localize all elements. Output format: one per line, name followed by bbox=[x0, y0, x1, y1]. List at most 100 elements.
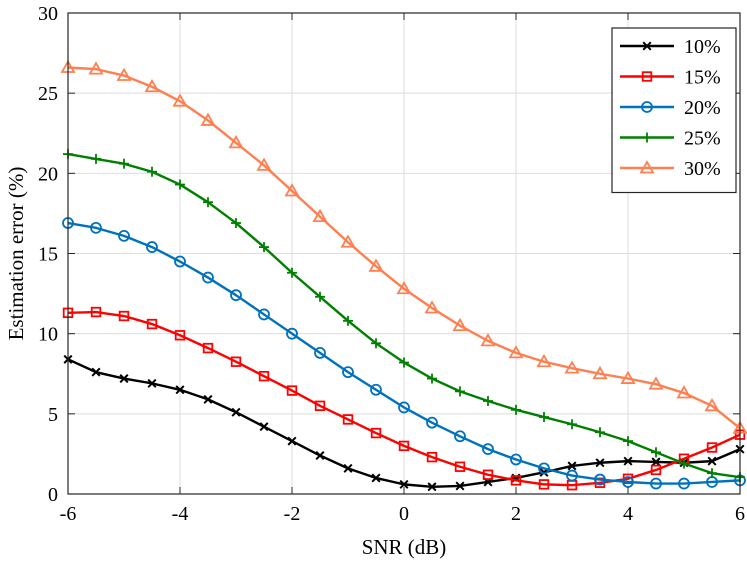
data-point-25 bbox=[567, 419, 577, 430]
legend-label-10: 10% bbox=[684, 36, 721, 58]
data-point-25 bbox=[707, 468, 717, 479]
data-point-25 bbox=[483, 396, 493, 407]
data-point-20 bbox=[678, 477, 690, 490]
data-point-15 bbox=[706, 442, 718, 453]
data-point-30 bbox=[116, 67, 132, 81]
data-point-30 bbox=[256, 157, 272, 171]
data-point-30 bbox=[564, 360, 580, 374]
data-point-10 bbox=[147, 378, 157, 388]
data-point-10 bbox=[427, 482, 437, 492]
data-point-20 bbox=[594, 473, 606, 486]
data-point-30 bbox=[88, 61, 104, 75]
legend-label-15: 15% bbox=[684, 67, 721, 89]
data-point-15 bbox=[202, 342, 214, 354]
data-point-20 bbox=[510, 453, 522, 466]
data-point-20 bbox=[118, 229, 130, 242]
data-point-10 bbox=[399, 479, 409, 489]
legend-item-25: 25% bbox=[620, 128, 721, 150]
y-tick-label: 0 bbox=[48, 484, 58, 506]
x-tick-label: 6 bbox=[735, 503, 745, 525]
data-point-15 bbox=[146, 318, 158, 330]
legend-item-15: 15% bbox=[620, 67, 721, 89]
data-point-15 bbox=[482, 469, 494, 480]
data-point-10 bbox=[371, 473, 381, 483]
legend-marker-10 bbox=[642, 41, 652, 51]
data-point-30 bbox=[228, 135, 244, 149]
data-point-15 bbox=[538, 479, 550, 490]
data-point-15 bbox=[174, 330, 186, 341]
data-point-20 bbox=[566, 469, 578, 482]
data-point-20 bbox=[314, 347, 326, 359]
data-point-20 bbox=[90, 221, 102, 234]
data-point-20 bbox=[370, 383, 382, 396]
data-point-25 bbox=[679, 458, 689, 469]
data-point-15 bbox=[342, 414, 354, 425]
y-tick-label: 25 bbox=[38, 83, 58, 105]
data-point-20 bbox=[342, 366, 354, 379]
data-point-15 bbox=[398, 440, 410, 452]
data-point-10 bbox=[707, 456, 717, 466]
legend-marker-20 bbox=[641, 101, 653, 113]
data-point-15 bbox=[286, 385, 298, 396]
data-point-25 bbox=[315, 291, 325, 302]
series-line-20 bbox=[67, 221, 741, 485]
data-point-30 bbox=[676, 385, 692, 399]
data-point-15 bbox=[454, 461, 466, 472]
data-point-15 bbox=[650, 464, 662, 476]
series-15-percent bbox=[62, 306, 746, 491]
legend-marker-15 bbox=[641, 71, 653, 82]
data-point-15 bbox=[370, 427, 382, 439]
data-point-15 bbox=[230, 356, 242, 367]
data-point-30 bbox=[172, 93, 188, 107]
data-point-30 bbox=[508, 345, 524, 359]
data-point-25 bbox=[511, 404, 521, 415]
data-point-20 bbox=[286, 327, 298, 340]
data-point-15 bbox=[90, 306, 102, 318]
data-point-10 bbox=[595, 458, 605, 468]
data-point-25 bbox=[147, 166, 157, 177]
data-point-10 bbox=[203, 394, 213, 404]
data-point-10 bbox=[623, 456, 633, 466]
data-point-15 bbox=[426, 451, 438, 463]
data-point-25 bbox=[455, 386, 465, 397]
data-point-20 bbox=[258, 308, 270, 321]
legend-label-20: 20% bbox=[684, 97, 721, 119]
legend-label-25: 25% bbox=[684, 128, 721, 150]
data-point-30 bbox=[144, 78, 160, 93]
data-point-10 bbox=[119, 374, 129, 384]
data-point-25 bbox=[539, 412, 549, 423]
data-point-30 bbox=[368, 258, 384, 272]
data-point-25 bbox=[91, 153, 101, 164]
data-point-30 bbox=[340, 234, 356, 248]
y-tick-label: 20 bbox=[38, 163, 58, 185]
data-point-10 bbox=[651, 457, 661, 467]
data-point-10 bbox=[567, 461, 577, 471]
data-point-30 bbox=[284, 183, 300, 197]
tick-labels: -6 -4 -2 0 2 4 6 0 5 10 15 20 25 30 bbox=[38, 3, 745, 525]
legend-item-30: 30% bbox=[620, 158, 721, 180]
legend-item-20: 20% bbox=[620, 97, 721, 119]
series-25-percent bbox=[63, 149, 745, 483]
data-point-25 bbox=[371, 338, 381, 349]
data-point-30 bbox=[648, 376, 664, 390]
data-point-25 bbox=[231, 218, 241, 229]
data-point-25 bbox=[119, 158, 129, 169]
data-point-10 bbox=[231, 407, 241, 417]
y-tick-label: 10 bbox=[38, 324, 58, 346]
data-point-25 bbox=[623, 436, 633, 447]
data-point-10 bbox=[455, 481, 465, 491]
series-line-15 bbox=[67, 310, 741, 487]
data-point-20 bbox=[650, 477, 662, 490]
x-tick-label: -6 bbox=[60, 503, 77, 525]
y-axis-label: Estimation error (%) bbox=[4, 167, 28, 341]
data-point-30 bbox=[424, 300, 440, 314]
series-20-percent bbox=[62, 217, 746, 490]
data-point-25 bbox=[427, 373, 437, 384]
data-point-20 bbox=[426, 416, 438, 429]
y-tick-label: 15 bbox=[38, 244, 58, 266]
data-point-15 bbox=[314, 400, 326, 412]
data-point-20 bbox=[538, 462, 550, 475]
data-point-20 bbox=[174, 255, 186, 268]
data-point-10 bbox=[343, 463, 353, 473]
